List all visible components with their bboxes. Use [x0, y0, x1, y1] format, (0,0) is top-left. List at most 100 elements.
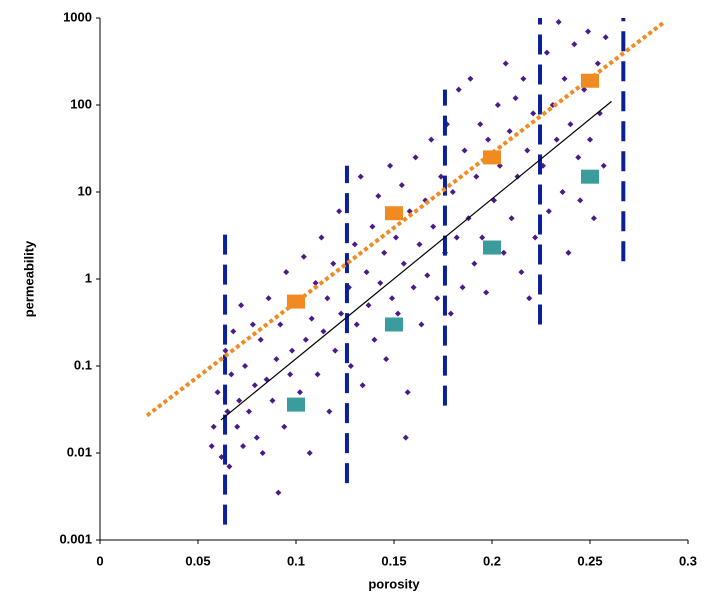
data-point	[412, 154, 419, 161]
y-tick-label: 0.1	[74, 357, 92, 372]
data-point	[567, 121, 574, 128]
data-point	[453, 234, 460, 241]
data-point	[281, 423, 288, 430]
data-point	[600, 162, 607, 169]
data-point	[214, 389, 221, 396]
data-point	[400, 260, 407, 267]
data-point	[530, 110, 537, 117]
data-point	[449, 189, 456, 195]
y-axis-title: permeability	[21, 240, 36, 317]
square-marker	[287, 397, 305, 412]
data-point	[508, 215, 515, 222]
data-point	[283, 269, 290, 276]
x-tick-label: 0.25	[577, 553, 602, 568]
data-point	[392, 234, 399, 241]
x-tick-label: 0	[96, 553, 103, 568]
data-point	[398, 182, 405, 189]
data-point	[338, 310, 345, 317]
data-point	[434, 295, 441, 302]
data-point	[249, 321, 256, 328]
x-tick-label: 0.15	[381, 553, 406, 568]
y-tick-label: 1000	[63, 9, 92, 24]
data-point	[555, 18, 562, 25]
data-point	[234, 423, 241, 430]
data-point	[351, 241, 358, 248]
data-point	[590, 215, 597, 222]
data-point	[308, 315, 315, 322]
data-point	[502, 60, 509, 67]
y-tick-label: 0.01	[67, 444, 92, 459]
data-point	[236, 397, 243, 404]
data-point	[602, 34, 609, 41]
data-point	[269, 397, 276, 404]
data-point	[543, 49, 550, 56]
data-point	[312, 279, 319, 286]
x-tick-label: 0.2	[483, 553, 501, 568]
data-point	[473, 173, 480, 180]
data-point	[265, 295, 272, 302]
x-axis-title: porosity	[368, 576, 420, 591]
data-point	[257, 336, 264, 343]
data-point	[565, 249, 572, 256]
line-solid	[220, 100, 612, 421]
data-point	[559, 189, 566, 195]
data-point	[561, 75, 568, 82]
data-point	[302, 336, 309, 343]
data-point	[518, 269, 525, 276]
data-point	[365, 302, 372, 309]
square-marker	[287, 294, 305, 309]
data-point	[369, 223, 376, 230]
data-point	[424, 272, 431, 279]
data-point	[594, 60, 601, 67]
data-point	[394, 310, 401, 317]
data-point	[416, 241, 423, 248]
data-point	[320, 328, 327, 335]
y-tick-label: 0.001	[59, 531, 92, 546]
data-point	[242, 363, 249, 369]
data-point	[275, 489, 282, 496]
data-point	[273, 356, 280, 363]
data-point	[438, 173, 445, 180]
data-point	[332, 347, 339, 354]
data-point	[587, 136, 593, 143]
data-point	[371, 336, 378, 343]
data-point	[383, 356, 390, 363]
data-point	[485, 136, 492, 143]
data-point	[287, 371, 294, 378]
data-point	[300, 253, 307, 260]
data-point	[404, 389, 411, 396]
x-tick-label: 0.1	[287, 553, 305, 568]
data-point	[208, 443, 215, 450]
data-point	[545, 208, 552, 215]
y-tick-label: 100	[70, 96, 92, 111]
data-point	[357, 173, 364, 180]
data-point	[512, 95, 519, 102]
square-marker	[385, 206, 403, 221]
data-point	[228, 371, 235, 378]
data-point	[455, 86, 462, 93]
square-marker	[385, 317, 403, 332]
square-marker	[581, 73, 599, 88]
data-point	[210, 423, 217, 430]
data-point	[324, 295, 331, 302]
data-point	[577, 197, 584, 204]
data-point	[218, 453, 225, 460]
data-point	[363, 269, 370, 276]
data-point	[314, 371, 321, 378]
data-point	[526, 295, 533, 302]
data-point	[389, 295, 396, 302]
data-point	[347, 363, 354, 369]
data-point	[253, 434, 260, 441]
data-point	[240, 443, 247, 450]
data-point	[575, 154, 582, 161]
data-point	[222, 347, 229, 354]
data-point	[430, 223, 437, 230]
square-marker	[581, 169, 599, 184]
x-tick-label: 0.3	[679, 553, 697, 568]
data-point	[381, 249, 388, 256]
data-point	[402, 434, 409, 441]
data-point	[259, 450, 266, 456]
data-point	[471, 260, 478, 267]
data-point	[353, 321, 360, 328]
